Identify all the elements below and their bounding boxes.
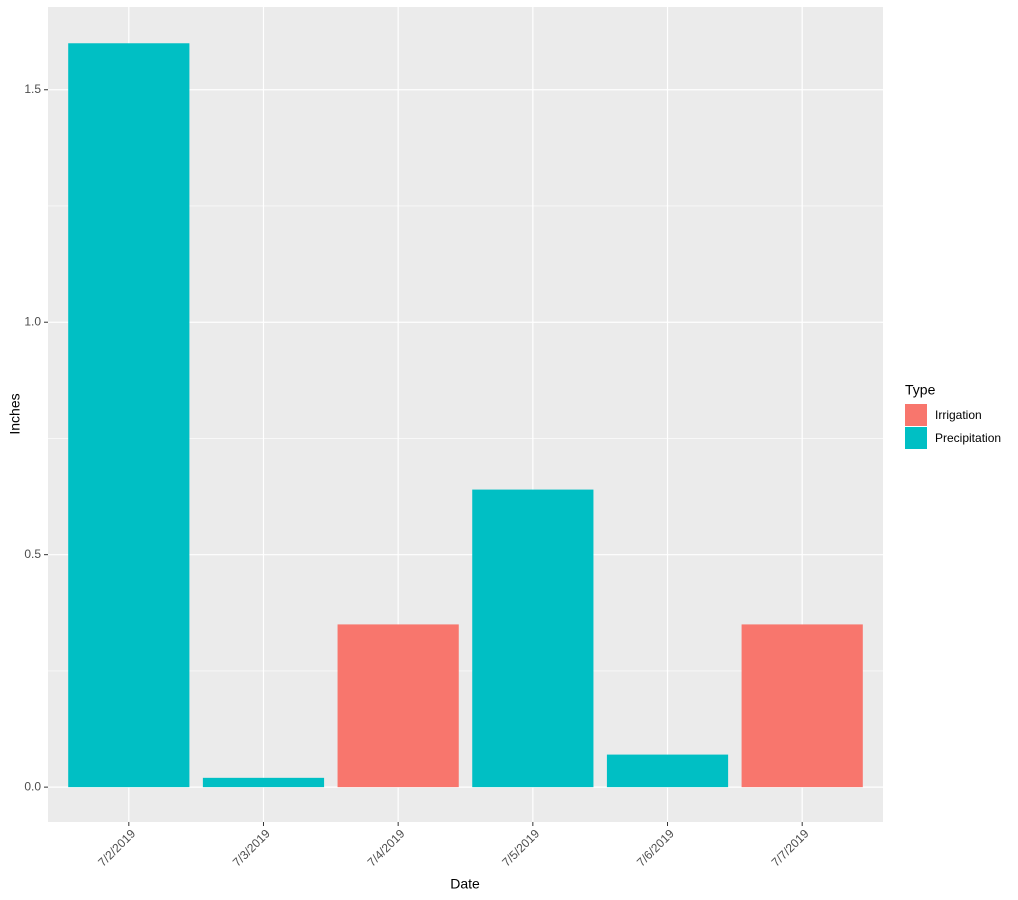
bar	[68, 43, 190, 788]
x-tick-label: 7/5/2019	[499, 826, 542, 869]
bar	[741, 624, 863, 788]
x-tick-label: 7/6/2019	[634, 826, 677, 869]
legend-label: Irrigation	[935, 408, 982, 422]
bar	[202, 777, 325, 788]
x-tick-label: 7/3/2019	[230, 826, 273, 869]
bar	[606, 754, 729, 788]
x-tick-label: 7/2/2019	[95, 826, 138, 869]
legend-title: Type	[905, 382, 936, 398]
x-tick-label: 7/7/2019	[769, 826, 812, 869]
legend-key	[905, 427, 927, 449]
y-tick-label: 0.5	[24, 547, 41, 561]
y-tick-label: 0.0	[24, 779, 41, 793]
x-tick-label: 7/4/2019	[365, 826, 408, 869]
legend-key	[905, 404, 927, 426]
legend-label: Precipitation	[935, 431, 1001, 445]
x-axis-title: Date	[450, 876, 480, 892]
y-axis-title: Inches	[7, 393, 23, 434]
bar	[472, 489, 594, 788]
bar	[337, 624, 459, 788]
y-tick-label: 1.5	[24, 82, 41, 96]
y-tick-label: 1.0	[24, 314, 41, 328]
bars	[68, 43, 863, 788]
